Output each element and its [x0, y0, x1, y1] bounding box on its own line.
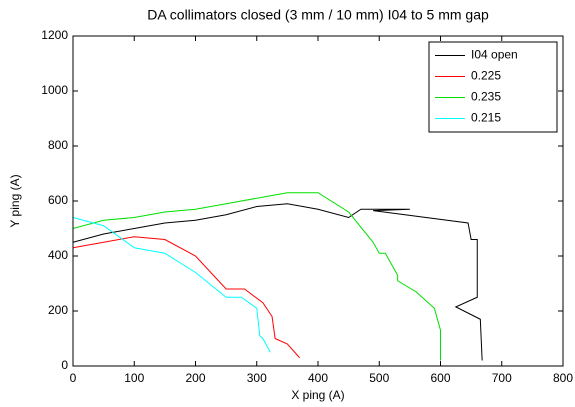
- legend-label: I04 open: [471, 48, 518, 62]
- x-tick-label: 200: [185, 371, 205, 385]
- y-tick-label: 600: [48, 193, 68, 207]
- x-tick-label: 700: [492, 371, 512, 385]
- y-axis-label: Y ping (A): [8, 174, 22, 227]
- y-tick-label: 0: [61, 358, 68, 372]
- series-line: [72, 192, 441, 361]
- legend-box: [428, 41, 558, 133]
- legend-label: 0.215: [471, 111, 501, 125]
- x-tick-label: 400: [308, 371, 328, 385]
- x-tick-label: 500: [369, 371, 389, 385]
- x-axis-label: X ping (A): [291, 388, 344, 402]
- y-tick-label: 400: [48, 248, 68, 262]
- series-line: [72, 217, 271, 353]
- x-tick-label: 0: [70, 371, 77, 385]
- series-line: [72, 203, 483, 361]
- y-tick-label: 1000: [41, 83, 68, 97]
- y-tick-label: 800: [48, 138, 68, 152]
- series-line: [72, 236, 300, 359]
- x-tick-label: 800: [553, 371, 573, 385]
- chart-title: DA collimators closed (3 mm / 10 mm) I04…: [147, 7, 489, 23]
- plot-frame: [72, 35, 564, 367]
- y-tick-label: 200: [48, 303, 68, 317]
- y-tick-label: 1200: [41, 28, 68, 42]
- x-tick-label: 300: [247, 371, 267, 385]
- x-tick-label: 600: [430, 371, 450, 385]
- legend: I04 open 0.225 0.235 0.215: [428, 41, 558, 133]
- x-tick-label: 100: [124, 371, 144, 385]
- legend-label: 0.225: [471, 69, 501, 83]
- legend-label: 0.235: [471, 90, 501, 104]
